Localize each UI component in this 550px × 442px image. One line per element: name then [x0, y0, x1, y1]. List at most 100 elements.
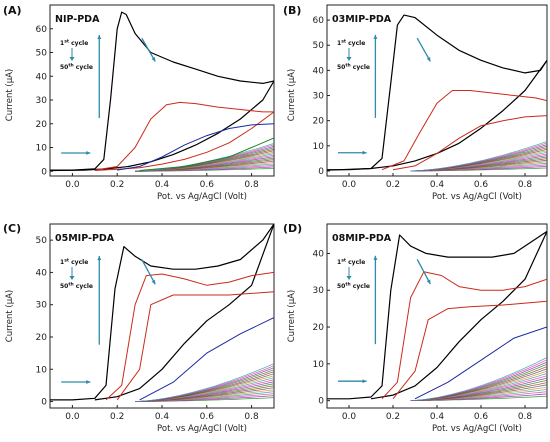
- last-cycle-rest: cycle: [74, 283, 93, 290]
- series-line-0: [327, 14, 547, 171]
- first-cycle-sup: st: [341, 258, 347, 264]
- x-tick-label: 0.6: [200, 180, 215, 190]
- last-cycle-num: 50: [337, 283, 345, 290]
- first-cycle-num: 1: [337, 259, 341, 266]
- panel-letter: (C): [3, 222, 21, 235]
- first-cycle-rest: cycle: [346, 259, 365, 266]
- baseline-arrow-head: [362, 379, 367, 384]
- series-line-2: [381, 271, 547, 400]
- last-cycle-num: 50: [337, 64, 345, 71]
- y-tick-label: 10: [313, 360, 325, 370]
- first-cycle-rest: cycle: [69, 40, 88, 47]
- y-tick-label: 40: [36, 72, 48, 82]
- x-tick-label: 0.2: [110, 180, 124, 190]
- cycle-arrow-head: [346, 57, 352, 61]
- decay-arrow: [141, 37, 156, 62]
- y-axis-label: Current (μA): [287, 290, 297, 342]
- y-tick-label: 20: [36, 120, 48, 130]
- decay-arrow-head: [151, 279, 156, 285]
- rise-arrow-head: [97, 34, 102, 39]
- last-cycle-label: 50th cycle: [337, 282, 370, 291]
- last-cycle-label: 50th cycle: [337, 63, 370, 72]
- x-tick-label: 0.0: [342, 412, 357, 422]
- series-line-1: [94, 224, 274, 401]
- series-line-0: [327, 230, 547, 400]
- last-cycle-num: 50: [60, 283, 68, 290]
- first-cycle-num: 1: [60, 259, 64, 266]
- decay-arrow-head: [151, 57, 156, 62]
- y-tick-label: 0: [318, 167, 324, 177]
- plot-area: [50, 11, 274, 172]
- panel-title: 03MIP-PDA: [332, 14, 392, 25]
- cycle-arrow-head: [69, 57, 75, 61]
- x-tick-label: 0.4: [430, 412, 445, 422]
- chart-panel-2: (C) 0.0 0.2 0.4 0.6 0.8 0 10 20 30 40 50 Pot. vs Ag/…: [3, 222, 275, 434]
- cycle-arrow-head: [346, 276, 352, 280]
- cycle-trace-22: [410, 141, 547, 172]
- y-tick-label: 40: [313, 66, 325, 76]
- x-tick-label: 0.8: [244, 412, 259, 422]
- last-cycle-rest: cycle: [351, 283, 370, 290]
- baseline-arrow-head: [86, 380, 91, 384]
- x-tick-label: 0.6: [474, 412, 489, 422]
- first-cycle-num: 1: [60, 40, 64, 47]
- first-cycle-label: 1st cycle: [60, 39, 88, 48]
- y-tick-label: 20: [313, 117, 325, 127]
- last-cycle-label: 50th cycle: [60, 63, 93, 72]
- x-tick-label: 0.6: [474, 180, 489, 190]
- series-line-4: [117, 123, 274, 171]
- panel-title: 05MIP-PDA: [55, 233, 115, 244]
- series-line-4: [414, 326, 547, 400]
- cycle-trace-22: [135, 363, 274, 402]
- first-cycle-label: 1st cycle: [337, 258, 365, 267]
- plot-area: [50, 224, 274, 402]
- series-line-3: [116, 291, 274, 401]
- y-tick-label: 50: [36, 236, 48, 246]
- x-tick-label: 0.2: [386, 180, 400, 190]
- panel-title: NIP-PDA: [55, 14, 100, 25]
- panel-letter: (B): [283, 4, 301, 17]
- y-tick-label: 30: [36, 96, 48, 106]
- panel-letter: (A): [3, 4, 22, 17]
- decay-arrow: [416, 37, 431, 62]
- y-tick-label: 10: [313, 142, 325, 152]
- panel-letter: (D): [283, 222, 302, 235]
- x-axis-label: Pot. vs Ag/AgCl (Volt): [157, 192, 247, 202]
- y-tick-label: 60: [36, 25, 48, 35]
- x-tick-label: 0.2: [110, 412, 124, 422]
- y-tick-label: 0: [318, 397, 324, 407]
- series-line-4: [139, 317, 274, 401]
- x-tick-label: 0.8: [518, 180, 533, 190]
- decay-arrow-head: [426, 279, 431, 285]
- last-cycle-rest: cycle: [74, 64, 93, 71]
- rise-arrow-head: [373, 255, 378, 260]
- series-line-1: [370, 231, 547, 400]
- chart-panel-0: (A) 0.0 0.2 0.4 0.6 0.8 0 10 20 30 40 50 60 Pot. vs A…: [3, 4, 275, 202]
- chart-panel-3: (D) 0.0 0.2 0.4 0.6 0.8 0 10 20 30 40 Pot. vs Ag/Ag…: [283, 222, 548, 434]
- y-tick-label: 40: [313, 249, 325, 259]
- baseline-arrow-head: [86, 151, 91, 155]
- plot-frame: [49, 223, 275, 409]
- first-cycle-label: 1st cycle: [337, 39, 365, 48]
- baseline-arrow-head: [362, 150, 367, 155]
- first-cycle-sup: st: [341, 39, 347, 45]
- decay-arrow: [141, 259, 156, 285]
- first-cycle-rest: cycle: [69, 259, 88, 266]
- last-cycle-num: 50: [60, 64, 68, 71]
- x-tick-label: 0.4: [155, 412, 170, 422]
- last-cycle-rest: cycle: [351, 64, 370, 71]
- first-cycle-sup: st: [64, 39, 70, 45]
- decay-arrow: [416, 259, 431, 285]
- y-tick-label: 30: [36, 301, 48, 311]
- x-tick-label: 0.0: [65, 412, 80, 422]
- first-cycle-label: 1st cycle: [60, 258, 88, 267]
- x-tick-label: 0.6: [200, 412, 215, 422]
- series-line-2: [105, 271, 274, 401]
- y-tick-label: 0: [41, 167, 47, 177]
- y-tick-label: 0: [41, 398, 47, 408]
- x-tick-label: 0.4: [430, 180, 445, 190]
- y-tick-label: 20: [313, 323, 325, 333]
- series-line-3: [392, 300, 547, 400]
- x-tick-label: 0.2: [386, 412, 400, 422]
